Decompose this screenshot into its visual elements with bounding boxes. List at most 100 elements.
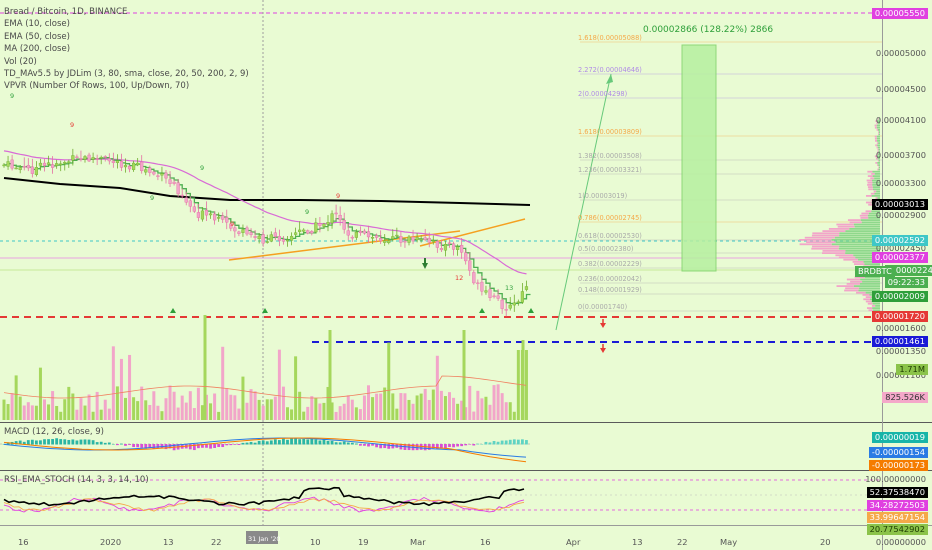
candle-body	[456, 246, 460, 250]
volume-bar	[99, 409, 103, 420]
study-vpvr[interactable]: VPVR (Number Of Rows, 100, Up/Down, 70)	[4, 81, 190, 92]
measure-box[interactable]	[681, 44, 717, 272]
macd-hist-bar	[379, 444, 383, 449]
price-pane[interactable]	[0, 0, 882, 422]
volume-bar	[14, 375, 18, 420]
macd-hist-bar	[306, 439, 310, 445]
vpvr-row-up	[878, 164, 880, 166]
macd-hist-bar	[120, 443, 123, 445]
macd-hist-bar	[359, 444, 362, 446]
volume-bar	[51, 391, 55, 420]
vpvr-row-down	[877, 159, 879, 162]
vpvr-row-up	[877, 144, 880, 147]
vpvr-row-down	[828, 228, 850, 230]
volume-bar	[124, 397, 127, 420]
up-arrow-icon	[479, 308, 485, 313]
vpvr-row-down	[856, 291, 866, 294]
volume-bar	[164, 398, 168, 420]
vpvr-row-down	[877, 164, 879, 166]
volume-bar	[180, 395, 184, 420]
candle-body	[249, 232, 253, 235]
macd-hist-bar	[103, 442, 107, 445]
vpvr-row-up	[853, 285, 880, 287]
volume-bar	[221, 346, 225, 420]
price-tick: 0.00003700	[875, 150, 926, 160]
vpvr-row-up	[864, 263, 880, 265]
volume-bar	[460, 400, 464, 420]
macd-hist-bar	[55, 438, 59, 445]
volume-bar	[156, 405, 160, 420]
down-arrow-icon	[600, 323, 606, 328]
volume-bar	[298, 391, 302, 420]
vpvr-row-down	[865, 210, 872, 213]
candle-body	[18, 167, 22, 170]
vpvr-row-down	[865, 201, 872, 204]
macd-hist-bar	[99, 441, 103, 445]
candle-body	[318, 223, 322, 226]
chart-title[interactable]: Bread / Bitcoin, 1D, BINANCE	[4, 7, 128, 17]
vpvr-row-up	[878, 151, 880, 153]
fib-level-label: 0.5(0.00002380)	[578, 245, 634, 253]
study-ma200[interactable]: MA (200, close)	[4, 44, 71, 55]
candle-body	[484, 290, 488, 293]
study-volume[interactable]: Vol (20)	[4, 56, 37, 67]
macd-hist-bar	[132, 444, 135, 448]
macd-hist-bar	[363, 444, 366, 446]
price-tick: 0.00004500	[875, 84, 926, 94]
volume-bar	[468, 385, 472, 420]
projection-line[interactable]	[555, 73, 612, 331]
td-marks: 9 9 9 9 9 9 9 12 13	[10, 92, 513, 292]
study-ema50[interactable]: EMA (50, close)	[4, 31, 70, 42]
study-td[interactable]: TD_MAv5.5 by JDLim (3, 80, sma, close, 2…	[4, 69, 249, 80]
macd-hist-bar	[468, 444, 472, 445]
candle-body	[298, 229, 302, 232]
volume-bar	[140, 386, 144, 420]
vpvr-row-down	[811, 245, 840, 248]
vpvr-row-up	[863, 261, 880, 263]
macd-hist-bar	[278, 440, 281, 445]
vpvr-row-down	[863, 298, 870, 301]
volume-bar	[334, 411, 338, 420]
study-ema10[interactable]: EMA (10, close)	[4, 19, 70, 30]
vpvr-row-up	[875, 305, 880, 307]
volume-bar	[407, 399, 411, 420]
vpvr-row-down	[874, 135, 877, 138]
vpvr-row-down	[865, 300, 872, 303]
projection-arrow	[606, 74, 613, 84]
volume-bar	[403, 393, 407, 420]
vpvr-row-up	[877, 162, 880, 164]
volume-bar	[213, 393, 217, 420]
volume-bar	[10, 393, 14, 420]
time-cursor-tag	[246, 531, 278, 544]
macd-hist-bar	[342, 441, 346, 445]
candle-body	[10, 159, 14, 169]
volume-bar	[257, 399, 261, 420]
rsi-label[interactable]: RSI_EMA_STOCH (14, 3, 3, 14, 10)	[4, 475, 149, 485]
vpvr-row-down	[871, 305, 876, 307]
td-count-mark: 9	[230, 220, 234, 228]
vpvr-row-down	[846, 278, 861, 281]
volume-bar	[22, 405, 26, 420]
macd-hist-bar	[480, 443, 484, 445]
macd-hist-bar	[213, 444, 216, 448]
up-arrow-icon	[528, 308, 534, 313]
candle-body	[237, 231, 241, 234]
vpvr-row-down	[867, 170, 873, 173]
rsi-bottom: 0.00000000	[875, 537, 926, 547]
volume-bar	[480, 398, 484, 420]
td-count-mark: 9	[150, 194, 154, 202]
macd-hist-bar	[492, 440, 496, 445]
vpvr-row-up	[878, 118, 880, 120]
rsi-tag: 52.37538470	[866, 487, 928, 498]
vpvr-row-up	[861, 221, 880, 224]
vpvr-row-up	[876, 137, 880, 140]
macd-label[interactable]: MACD (12, 26, close, 9)	[4, 427, 104, 437]
candle-body	[427, 237, 431, 243]
candle-body	[306, 230, 310, 234]
vpvr-row-down	[870, 192, 875, 195]
vpvr-row-up	[878, 153, 880, 155]
volume-bar	[83, 405, 87, 420]
price-tick: 0.00001600	[875, 323, 926, 333]
macd-hist-bar	[144, 444, 148, 449]
price-tag-current: 0.00002245	[885, 265, 932, 276]
